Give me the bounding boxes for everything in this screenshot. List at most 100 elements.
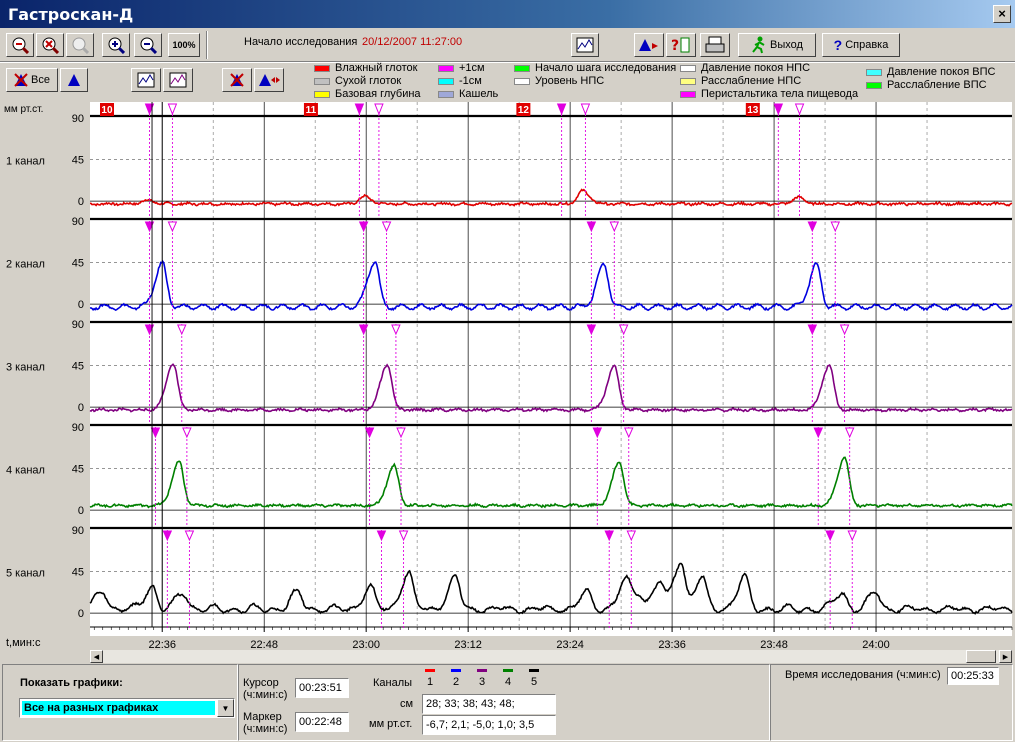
remove-marker-button[interactable] <box>222 68 252 92</box>
legend-item: Перистальтика тела пищевода <box>680 88 858 100</box>
channels-label: Каналы <box>373 677 413 689</box>
show-graphs-select[interactable]: Все на разных графиках ▼ <box>19 698 235 718</box>
event-marker <box>618 324 629 336</box>
legend-item: Расслабление ВПС <box>866 79 987 91</box>
x-tick-label: 23:48 <box>760 639 788 650</box>
x-tick-label: 23:36 <box>658 639 686 650</box>
legend-item: +1см <box>438 62 485 74</box>
scroll-right-arrow[interactable]: ▶ <box>999 650 1012 663</box>
select-dropdown-arrow[interactable]: ▼ <box>217 699 234 717</box>
y-tick-label: 90 <box>72 216 84 228</box>
zoom-out-y-button[interactable] <box>134 33 162 57</box>
graph-icon <box>576 37 594 53</box>
legend-label: Уровень НПС <box>535 75 605 87</box>
zoom-out-x-button[interactable] <box>36 33 64 57</box>
event-marker <box>839 324 850 336</box>
event-marker <box>609 221 620 233</box>
event-number: 13 <box>747 105 759 116</box>
event-marker <box>144 103 155 116</box>
show-graphs-panel: Показать графики: Все на разных графиках… <box>2 664 238 741</box>
triangle-button[interactable] <box>60 68 88 92</box>
event-marker <box>847 530 858 542</box>
legend-label: Расслабление НПС <box>701 75 802 87</box>
graph-icon <box>137 72 155 88</box>
start-label: Начало исследования <box>244 36 358 48</box>
triangle-arrow-icon <box>639 39 658 51</box>
legend-label: Давление покоя НПС <box>701 62 811 74</box>
event-marker <box>825 530 835 542</box>
event-number-box <box>516 103 531 116</box>
graph-view-2-button[interactable] <box>163 68 193 92</box>
exit-button[interactable]: Выход <box>738 33 816 57</box>
zoom-out-y-icon <box>140 37 157 54</box>
legend-label: +1см <box>459 62 485 74</box>
move-marker-button[interactable] <box>254 68 284 92</box>
question-icon: ? <box>671 37 690 54</box>
channel-label: 1 канал <box>6 156 45 168</box>
event-marker <box>830 221 841 233</box>
x-tick-label: 22:36 <box>148 639 176 650</box>
event-marker <box>773 103 784 116</box>
mm-value: -6,7; 2,1; -5,0; 1,0; 3,5 <box>422 715 556 735</box>
event-marker <box>398 530 409 542</box>
graph-settings-button[interactable] <box>571 33 599 57</box>
event-marker <box>374 103 384 116</box>
y-tick-label: 0 <box>78 196 84 208</box>
markers-button[interactable] <box>634 33 664 57</box>
zoom-in-y-button[interactable] <box>102 33 130 57</box>
y-tick-label: 45 <box>72 361 84 373</box>
query-button[interactable]: ? <box>666 33 696 57</box>
study-time-value: 00:25:33 <box>947 667 999 685</box>
legend-swatch <box>680 64 696 72</box>
event-number: 10 <box>101 105 113 116</box>
zoom-in-x-button[interactable] <box>6 33 34 57</box>
legend-swatch <box>314 77 330 85</box>
cursor-value: 00:23:51 <box>295 678 349 698</box>
all-button[interactable]: Все <box>6 68 58 92</box>
legend-label: -1см <box>459 75 482 87</box>
legend-swatch <box>680 77 696 85</box>
y-tick-label: 0 <box>78 608 84 620</box>
zoom-reset-button[interactable] <box>66 33 94 57</box>
y-tick-label: 90 <box>72 422 84 434</box>
scroll-left-arrow[interactable]: ◀ <box>90 650 103 663</box>
legend-label: Сухой глоток <box>335 75 402 87</box>
mm-label: мм рт.ст. <box>369 718 413 730</box>
channel-number: 5 <box>531 676 538 688</box>
y-tick-label: 45 <box>72 464 84 476</box>
legend-item: -1см <box>438 75 482 87</box>
legend-item: Базовая глубина <box>314 88 421 100</box>
channel-color-bar <box>477 669 487 672</box>
legend-swatch <box>438 77 454 85</box>
event-marker <box>364 427 375 439</box>
channel-label: 4 канал <box>6 465 45 477</box>
event-marker <box>580 103 591 116</box>
y-tick-label: 90 <box>72 113 84 125</box>
y-tick-label: 90 <box>72 525 84 537</box>
event-marker <box>626 530 637 542</box>
help-button[interactable]: ? Справка <box>822 33 900 57</box>
event-marker <box>150 427 161 439</box>
scroll-thumb[interactable] <box>966 650 996 663</box>
cm-label: см <box>400 698 414 710</box>
cm-value: 28; 33; 38; 43; 48; <box>422 694 556 714</box>
event-marker <box>144 221 155 233</box>
event-marker <box>396 427 406 439</box>
start-value: 20/12/2007 11:27:00 <box>362 36 463 48</box>
help-icon: ? <box>833 37 843 53</box>
graph-view-1-button[interactable] <box>131 68 161 92</box>
print-button[interactable] <box>700 33 730 57</box>
event-marker <box>813 427 824 439</box>
legend-swatch <box>866 81 882 89</box>
event-marker <box>354 103 365 116</box>
zoom-100-button[interactable]: 100% <box>168 33 200 57</box>
horizontal-scrollbar[interactable]: ◀ ▶ <box>90 650 1012 663</box>
channel-color-bar <box>503 669 513 672</box>
plot-background <box>90 102 1012 636</box>
close-button[interactable]: × <box>993 5 1011 23</box>
triangle-arrows-icon <box>259 74 280 86</box>
cursor-label: Курсор (ч:мин:с) <box>243 677 288 701</box>
study-time-label: Время исследования (ч:мин:с) <box>785 669 941 681</box>
legend-swatch <box>514 64 530 72</box>
all-label: Все <box>31 74 50 86</box>
